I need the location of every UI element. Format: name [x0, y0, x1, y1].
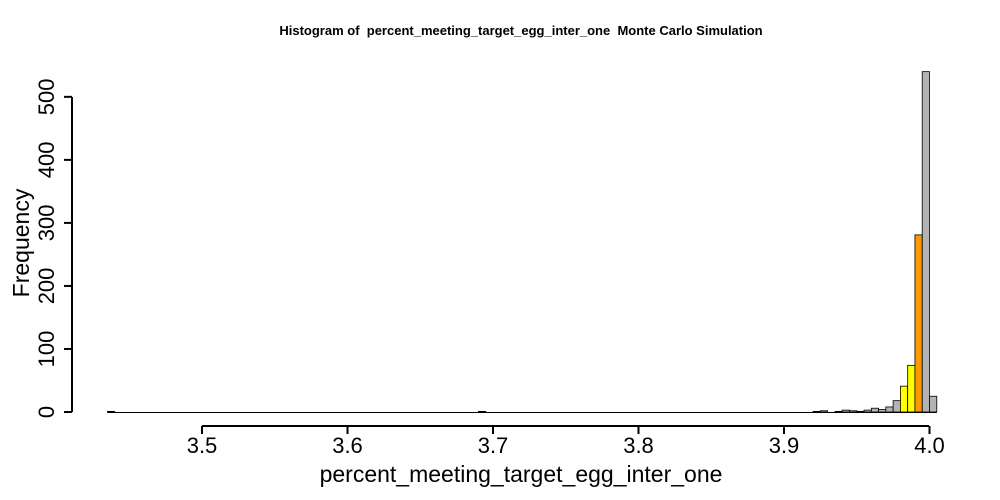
histogram-bar	[914, 234, 923, 413]
y-axis: 0 100 200 300 400 500	[34, 78, 73, 418]
y-tick-label: 0	[34, 406, 59, 418]
y-axis-label: Frequency	[8, 188, 34, 297]
y-tick-label: 400	[34, 142, 59, 179]
x-axis: 3.5 3.6 3.7 3.8 3.9 4.0	[187, 425, 945, 458]
y-tick-label: 500	[34, 78, 59, 115]
x-tick-label: 3.6	[332, 433, 363, 458]
x-tick-label: 3.7	[478, 433, 509, 458]
histogram-bar	[885, 406, 894, 413]
histogram-bar	[907, 364, 916, 413]
x-tick-label: 3.5	[187, 433, 218, 458]
histogram-bar	[856, 410, 865, 413]
x-axis-label: percent_meeting_target_egg_inter_one	[320, 461, 723, 487]
y-tick-label: 300	[34, 205, 59, 242]
y-tick-label: 100	[34, 331, 59, 368]
histogram-bar	[878, 409, 887, 413]
histogram-bar	[921, 71, 930, 413]
histogram-bar	[834, 410, 843, 413]
x-tick-label: 3.8	[623, 433, 654, 458]
histogram-bar	[812, 410, 821, 413]
x-tick-label: 4.0	[914, 433, 945, 458]
x-tick-label: 3.9	[769, 433, 800, 458]
histogram-bar	[863, 409, 872, 413]
chart-title: Histogram of percent_meeting_target_egg_…	[279, 23, 762, 38]
histogram-bar	[892, 400, 901, 413]
histogram-bar	[900, 385, 909, 413]
histogram-bar	[870, 407, 879, 413]
histogram-bar	[819, 410, 829, 413]
histogram-bar	[841, 409, 850, 413]
histogram-bar	[107, 410, 116, 413]
y-tick-label: 200	[34, 268, 59, 305]
histogram-bar	[929, 395, 938, 413]
histogram-bar	[849, 410, 858, 413]
histogram-bar	[478, 410, 487, 413]
histogram-bars	[107, 71, 938, 413]
